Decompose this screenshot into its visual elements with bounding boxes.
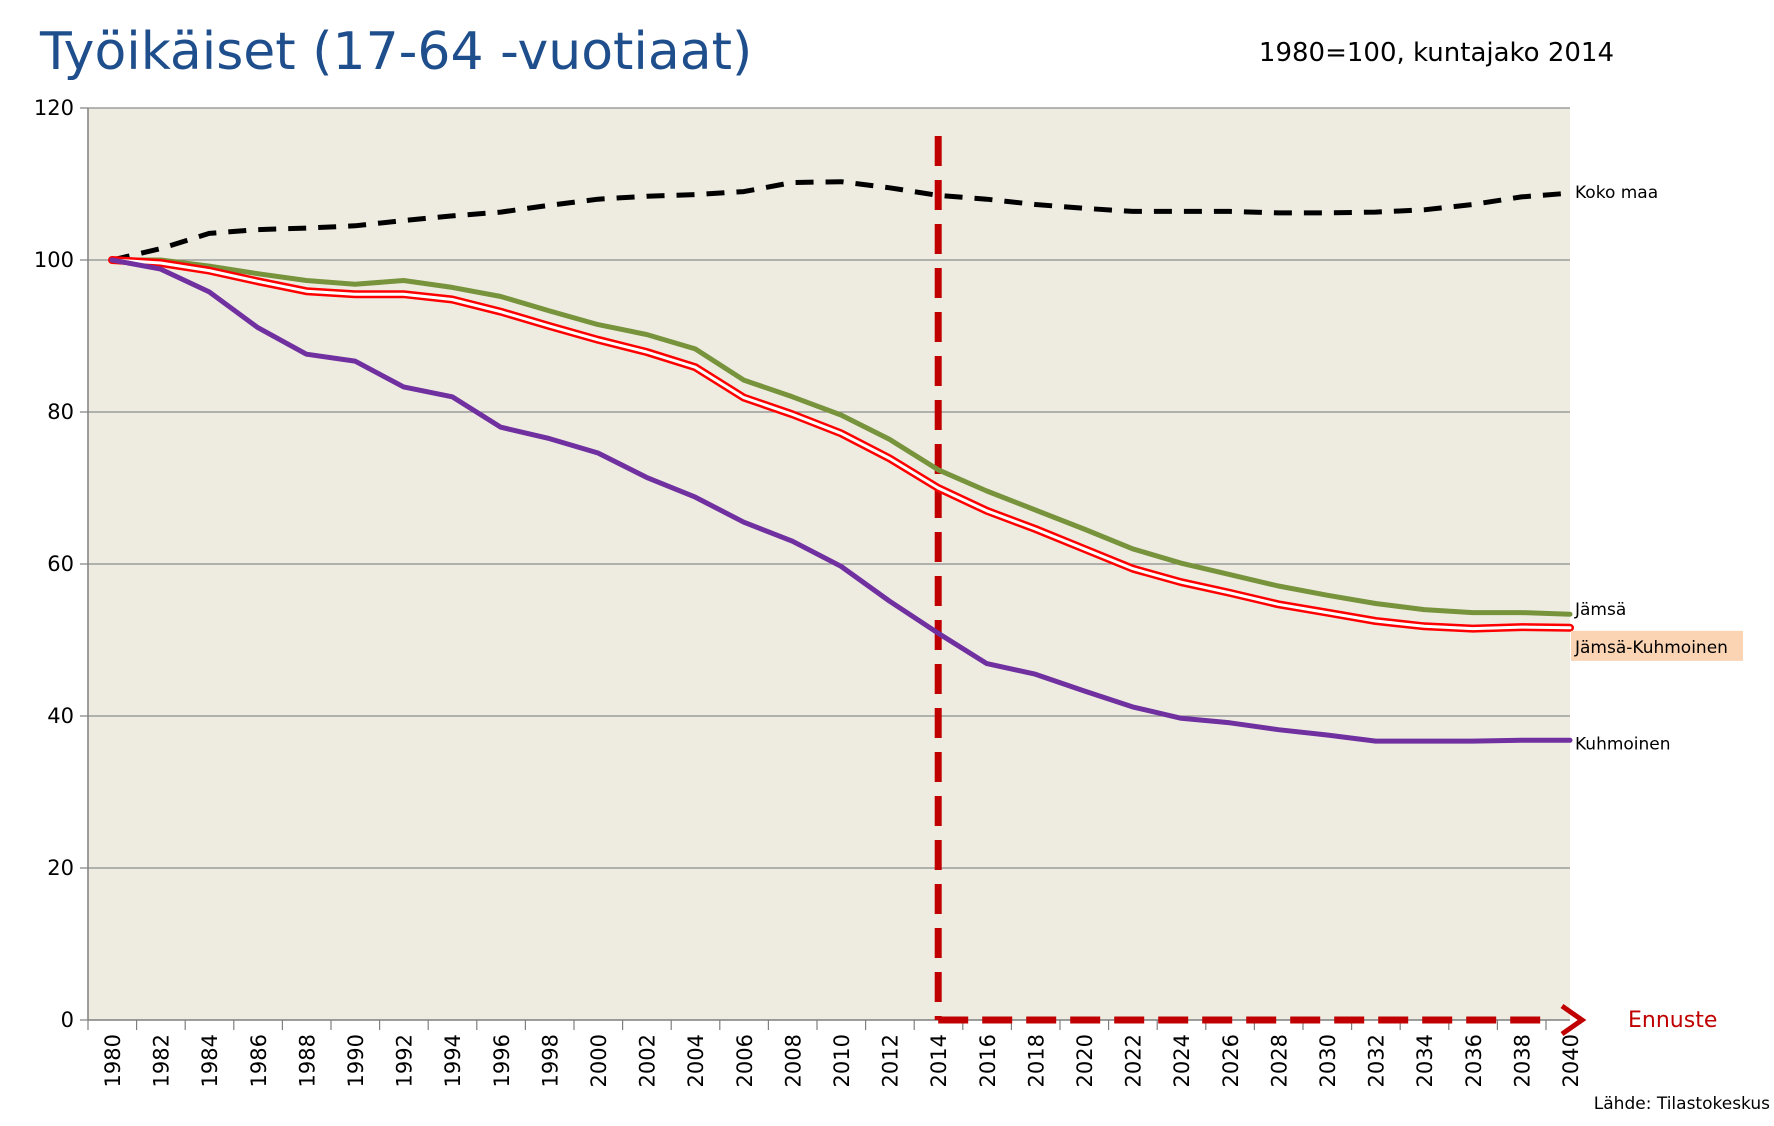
x-tick-label: 2006 — [733, 1034, 757, 1087]
y-axis-ticks: 0 20 40 60 80 100 120 — [34, 96, 88, 1032]
y-tick-label: 40 — [47, 704, 74, 728]
x-tick-label: 2028 — [1267, 1034, 1291, 1087]
chart-title: Työikäiset (17-64 -vuotiaat) — [40, 22, 753, 82]
x-tick-label: 2004 — [684, 1034, 708, 1087]
x-tick-label: 1994 — [441, 1034, 465, 1087]
x-tick-label: 2020 — [1073, 1034, 1097, 1087]
x-tick-label: 2016 — [976, 1034, 1000, 1087]
x-tick-label: 2026 — [1219, 1034, 1243, 1087]
x-tick-label: 2036 — [1462, 1034, 1486, 1087]
x-tick-label: 1998 — [538, 1034, 562, 1087]
x-tick-label: 1984 — [198, 1034, 222, 1087]
x-tick-label: 1982 — [150, 1034, 174, 1087]
y-tick-label: 0 — [61, 1008, 74, 1032]
x-tick-label: 1980 — [101, 1034, 125, 1087]
x-tick-label: 2018 — [1024, 1034, 1048, 1087]
series-line-koko-maa — [111, 179, 1571, 263]
grid-lines — [88, 107, 1570, 869]
series-line-j-ms-kuhmoinen-inner — [110, 258, 1572, 631]
x-tick-label: 2034 — [1413, 1034, 1437, 1087]
forecast-arrow — [1560, 1003, 1587, 1037]
series-line-j-ms- — [109, 257, 1573, 617]
x-tick-label: 2010 — [830, 1034, 854, 1087]
y-tick-label: 60 — [47, 552, 74, 576]
x-tick-label: 1992 — [393, 1034, 417, 1087]
x-tick-label: 2038 — [1510, 1034, 1534, 1087]
series-lines — [108, 179, 1574, 744]
x-tick-label: 2022 — [1122, 1034, 1146, 1087]
forecast-label: Ennuste — [1628, 1008, 1717, 1033]
x-tick-label: 2000 — [587, 1034, 611, 1087]
y-tick-label: 80 — [47, 400, 74, 424]
series-label-kuhmoinen: Kuhmoinen — [1575, 734, 1671, 754]
x-axis-ticks: 1980 1982 1984 1986 1988 1990 1992 1994 1996 1998… — [87, 1020, 1583, 1087]
source-note: Lähde: Tilastokeskus — [1593, 1094, 1770, 1114]
y-tick-label: 20 — [47, 856, 74, 880]
series-label-koko-maa: Koko maa — [1575, 183, 1658, 203]
series-label-j-ms-kuhmoinen: Jämsä-Kuhmoinen — [1574, 638, 1728, 658]
series-line-kuhmoinen — [109, 257, 1573, 744]
x-tick-label: 1996 — [490, 1034, 514, 1087]
x-tick-label: 1988 — [295, 1034, 319, 1087]
y-tick-label: 100 — [34, 248, 74, 272]
series-labels: Koko maa Jämsä Jämsä-Kuhmoinen Kuhmoinen — [1571, 183, 1743, 754]
y-tick-label: 120 — [34, 96, 74, 120]
x-tick-label: 2012 — [879, 1034, 903, 1087]
x-tick-label: 2030 — [1316, 1034, 1340, 1087]
x-tick-label: 2014 — [927, 1034, 951, 1087]
x-tick-label: 2008 — [781, 1034, 805, 1087]
x-tick-label: 1986 — [247, 1034, 271, 1087]
x-tick-label: 2024 — [1170, 1034, 1194, 1087]
forecast-marker: Ennuste — [934, 136, 1717, 1037]
x-tick-label: 2032 — [1365, 1034, 1389, 1087]
x-tick-label: 2040 — [1559, 1034, 1583, 1087]
series-label-j-ms-: Jämsä — [1574, 600, 1626, 620]
x-tick-label: 1990 — [344, 1034, 368, 1087]
chart-subtitle: 1980=100, kuntajako 2014 — [1258, 38, 1614, 68]
x-tick-label: 2002 — [636, 1034, 660, 1087]
series-label-bg-j-ms-kuhmoinen — [1571, 630, 1743, 661]
